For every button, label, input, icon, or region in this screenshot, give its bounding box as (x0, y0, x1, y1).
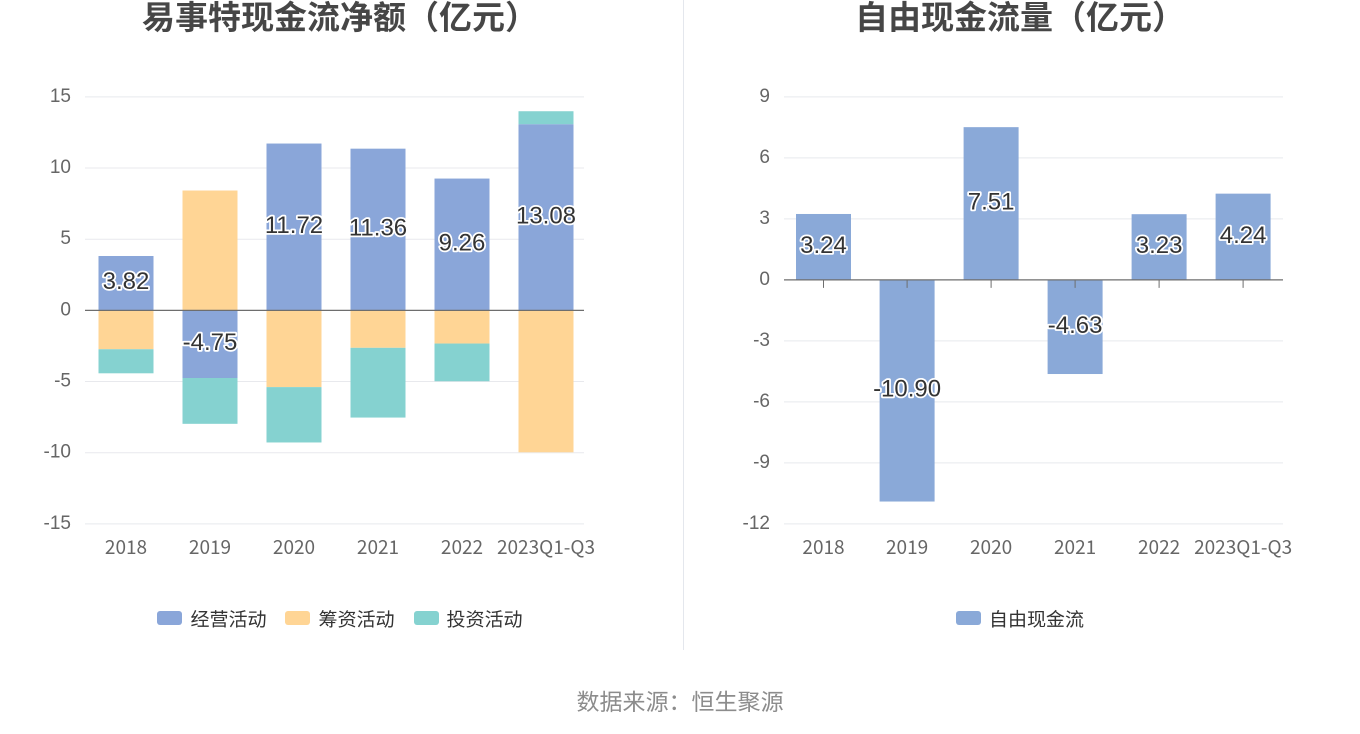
svg-text:2021: 2021 (357, 533, 399, 560)
svg-text:4.24: 4.24 (1220, 222, 1267, 249)
svg-text:-10: -10 (44, 442, 71, 463)
svg-text:0: 0 (60, 299, 71, 320)
svg-text:13.08: 13.08 (516, 202, 576, 229)
svg-text:-6: -6 (753, 391, 770, 412)
svg-text:2019: 2019 (189, 533, 231, 560)
svg-text:-5: -5 (54, 371, 71, 392)
svg-text:-4.63: -4.63 (1048, 312, 1103, 339)
svg-text:2019: 2019 (886, 533, 928, 560)
svg-text:2018: 2018 (802, 533, 844, 560)
svg-text:2022: 2022 (1138, 533, 1180, 560)
svg-text:11.36: 11.36 (349, 215, 407, 242)
svg-text:2018: 2018 (105, 533, 147, 560)
svg-text:11.72: 11.72 (265, 212, 323, 239)
svg-text:-12: -12 (743, 513, 770, 534)
svg-text:2022: 2022 (441, 533, 483, 560)
svg-text:5: 5 (60, 228, 71, 249)
svg-text:3.24: 3.24 (800, 232, 847, 259)
svg-text:6: 6 (759, 147, 770, 168)
svg-text:-10.90: -10.90 (873, 376, 941, 403)
svg-text:2020: 2020 (970, 533, 1012, 560)
svg-text:3.23: 3.23 (1136, 232, 1183, 259)
svg-text:9: 9 (759, 86, 770, 107)
svg-text:2020: 2020 (273, 533, 315, 560)
svg-text:-3: -3 (753, 330, 770, 351)
svg-text:10: 10 (50, 157, 71, 178)
svg-text:2021: 2021 (1054, 533, 1096, 560)
svg-text:15: 15 (50, 86, 71, 107)
svg-text:-9: -9 (753, 452, 770, 473)
svg-text:-4.75: -4.75 (183, 329, 238, 356)
svg-text:7.51: 7.51 (968, 189, 1015, 216)
svg-text:3: 3 (759, 208, 770, 229)
svg-text:3.82: 3.82 (103, 268, 150, 295)
svg-text:0: 0 (759, 269, 770, 290)
svg-text:2023Q1-Q3: 2023Q1-Q3 (497, 533, 595, 560)
svg-text:-15: -15 (44, 513, 71, 534)
svg-text:2023Q1-Q3: 2023Q1-Q3 (1194, 533, 1292, 560)
svg-text:9.26: 9.26 (439, 229, 486, 256)
